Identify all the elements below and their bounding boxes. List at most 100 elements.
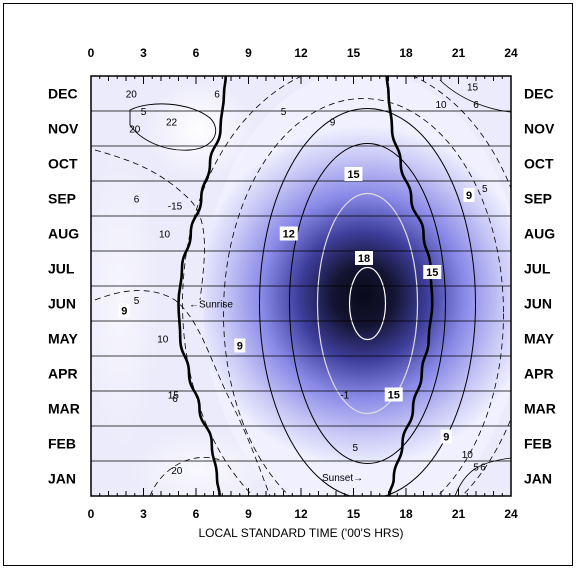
month-label-left-jan: JAN [48,471,76,487]
boxed-label-bg [355,251,373,265]
contour-label: 5 [352,443,358,454]
contour-label: 15 [168,391,180,402]
contour-label: -1 [340,391,349,402]
boxed-label: 15 [388,390,400,402]
sun-lines [177,76,434,496]
boxed-label: 15 [426,267,438,279]
month-label-right-may: MAY [524,331,554,347]
contour-label: 15 [467,83,479,94]
month-label-right-feb: FEB [524,436,552,452]
contour-label: 5 [482,184,488,195]
contour-lines [94,76,511,496]
x-tick-label-bottom: 15 [347,507,361,521]
contour-label: 20 [171,466,183,477]
contour-label: 10 [435,100,447,111]
sunset-curve [385,76,434,496]
contour-label: 5 [141,107,147,118]
month-label-left-aug: AUG [48,226,79,242]
contour-label: 5 [473,462,479,473]
boxed-label: 9 [443,432,449,444]
contour-label: 6 [214,90,220,101]
boxed-label: 9 [466,190,472,202]
boxed-label: 18 [358,253,370,265]
contour-left-lower [94,290,271,496]
contour-label: 6 [134,195,140,206]
boxed-label-bg [384,387,403,402]
x-tick-label-bottom: 6 [193,507,200,521]
month-label-right-jan: JAN [524,471,552,487]
month-label-right-mar: MAR [524,401,556,417]
boxed-label-bg [423,265,442,279]
month-label-left-jun: JUN [48,296,76,312]
month-label-left-mar: MAR [48,401,80,417]
x-tick-label-top: 15 [347,46,361,60]
x-tick-label-top: 12 [294,46,308,60]
contour-label: 20 [126,90,138,101]
sunrise-curve [177,76,228,496]
contour-label: 6 [480,462,486,473]
contour-dashed-2 [182,76,511,496]
boxed-label-bg [234,338,246,353]
month-label-left-sep: SEP [48,191,76,207]
x-tick-label-top: 24 [504,46,518,60]
boxed-label: 9 [237,341,243,353]
x-tick-label-top: 18 [399,46,413,60]
x-tick-label-bottom: 0 [88,507,95,521]
month-label-right-dec: DEC [524,86,554,102]
month-label-left-nov: NOV [48,121,79,137]
contour-label: 10 [157,335,169,346]
month-label-right-jun: JUN [524,296,552,312]
contour-solid-3 [289,143,446,464]
contour-label: 5 [281,107,287,118]
contour-solid-2 [316,192,419,415]
contour-label: -15 [168,202,183,213]
x-tick-label-bottom: 9 [245,507,252,521]
boxed-label-bg [463,188,475,202]
sunset-annotation: Sunset→ [322,473,363,484]
month-label-left-feb: FEB [48,436,76,452]
month-label-right-nov: NOV [524,121,555,137]
month-label-left-jul: JUL [48,261,75,277]
contour-jan-right [454,457,511,496]
heatmap-light-spot [145,80,255,180]
contour-solid-1 [348,266,387,341]
contour-label: 6 [172,394,178,405]
contour-jan-dashed [149,457,221,496]
contour-nov-loop [129,103,216,151]
month-label-left-apr: APR [48,366,78,382]
boxed-label-bg [344,167,363,181]
x-tick-label-top: 3 [140,46,147,60]
x-axis-label: LOCAL STANDARD TIME ('00'S HRS) [198,526,403,540]
month-label-right-aug: AUG [524,226,555,242]
contour-label: 9 [330,118,336,129]
month-label-left-oct: OCT [48,156,78,172]
x-tick-label-bottom: 21 [452,507,466,521]
x-tick-label-bottom: 3 [140,507,147,521]
month-gridlines [91,110,511,462]
x-tick-label-bottom: 24 [504,507,518,521]
contour-label: 6 [473,100,479,111]
x-tick-label-bottom: 18 [399,507,413,521]
x-tick-label-top: 6 [193,46,200,60]
contour-dashed-1 [223,98,504,496]
month-label-left-dec: DEC [48,86,78,102]
heatmap-light-left [91,150,160,450]
axes: DEC DEC NOV NOV OCT OCT SEP SEP AUG AUG JUL JUL JUN J… [48,46,556,521]
contour-label: 22 [166,118,178,129]
boxed-label: 12 [283,229,295,241]
x-tick-label-top: 9 [245,46,252,60]
boxed-label-bg [279,226,298,241]
sunrise-annotation: ←Sunrise [189,300,233,311]
x-tick-label-top: 0 [88,46,95,60]
x-tick-label-bottom: 12 [294,507,308,521]
month-label-right-jul: JUL [524,261,551,277]
month-label-right-oct: OCT [524,156,554,172]
heatmap-layer [91,76,511,496]
heatmap-light-bottom [130,430,270,496]
chart-frame [3,3,573,566]
boxed-label: 9 [121,306,127,318]
contour-label: 5 [134,296,140,307]
month-label-left-may: MAY [48,331,78,347]
